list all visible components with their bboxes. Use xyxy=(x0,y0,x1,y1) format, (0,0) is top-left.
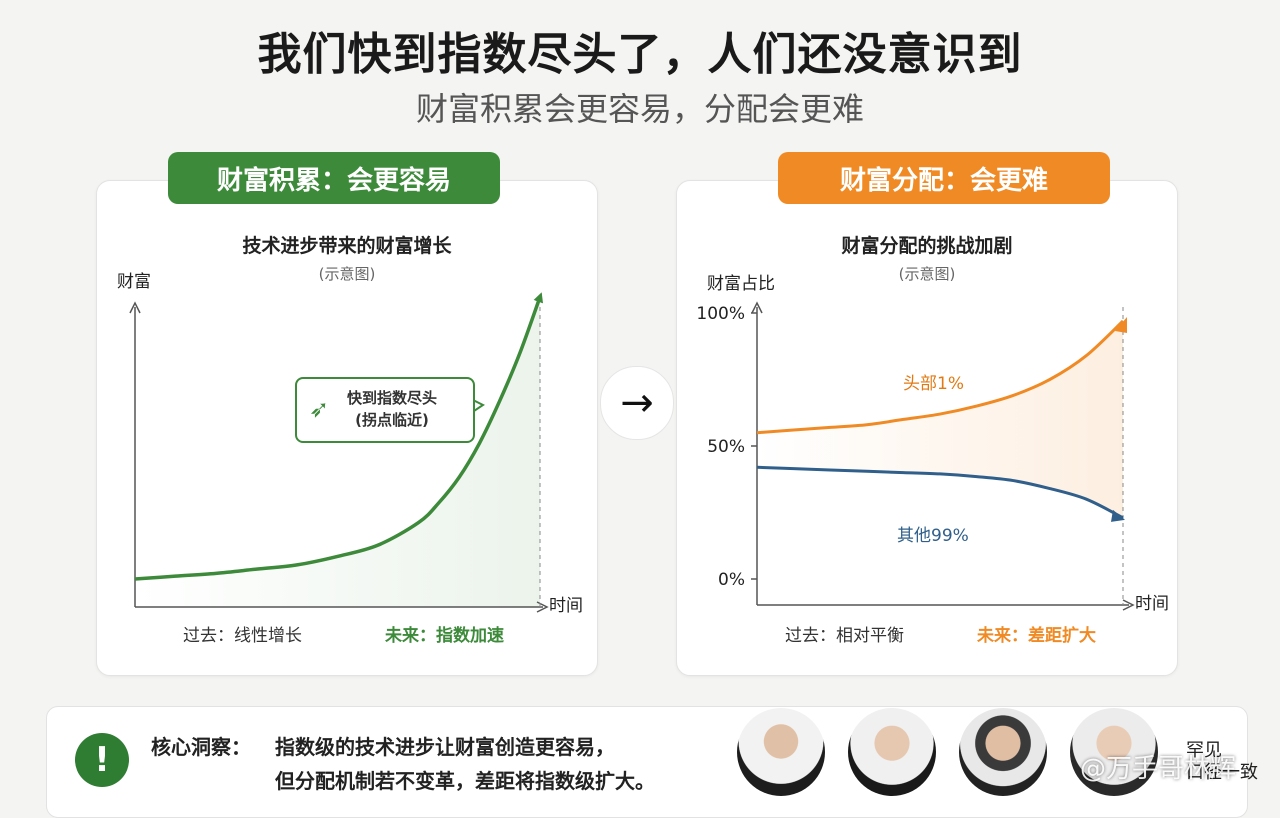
series-label-others99: 其他99% xyxy=(897,526,969,546)
right-footer-past: 过去：相对平衡 xyxy=(785,626,904,646)
exclamation-icon: ! xyxy=(75,733,129,787)
callout-line1: 快到指数尽头 xyxy=(347,389,438,407)
left-y-axis-label: 财富 xyxy=(117,272,151,292)
y-tick-label: 50% xyxy=(707,437,745,457)
side-note: 罕见 口径一致 xyxy=(1186,740,1258,784)
avatar-2 xyxy=(848,708,936,796)
inflection-callout: ➶ 快到指数尽头 (拐点临近) xyxy=(295,377,475,443)
others99-series-line xyxy=(756,465,1124,520)
rocket-icon: ➶ xyxy=(309,395,330,423)
left-footer-future: 未来：指数加速 xyxy=(385,626,504,646)
insight-label: 核心洞察： xyxy=(151,735,251,759)
y-tick-label: 0% xyxy=(718,570,745,590)
right-x-axis-arrow xyxy=(1122,599,1135,611)
right-chart-subtitle: (示意图) xyxy=(898,265,956,283)
right-footer-future: 未来：差距扩大 xyxy=(977,626,1096,646)
top1-series-line xyxy=(756,319,1125,435)
left-x-axis-label: 时间 xyxy=(549,596,583,616)
left-y-axis-arrow xyxy=(129,301,141,314)
y-tick-label: 100% xyxy=(696,304,745,324)
avatar-3 xyxy=(959,708,1047,796)
series-label-top1: 头部1% xyxy=(903,374,964,394)
left-footer-past: 过去：线性增长 xyxy=(183,626,302,646)
insight-line1: 指数级的技术进步让财富创造更容易， xyxy=(275,735,615,759)
avatar-4 xyxy=(1070,708,1158,796)
callout-line2: (拐点临近) xyxy=(355,411,429,429)
gap-area-fill xyxy=(757,320,1123,518)
avatar-1 xyxy=(737,708,825,796)
others99-arrowhead xyxy=(1111,509,1125,522)
core-insight-bar: ! 核心洞察： 指数级的技术进步让财富创造更容易， 但分配机制若不变革，差距将指… xyxy=(46,706,1248,818)
insight-line2: 但分配机制若不变革，差距将指数级扩大。 xyxy=(275,769,655,793)
accumulation-badge: 财富积累：会更容易 xyxy=(168,152,500,204)
transition-arrow-icon: → xyxy=(600,366,674,440)
wealth-accumulation-panel: 技术进步带来的财富增长 (示意图) 财富 时间 ➶ 快到指数尽头 (拐点临近) … xyxy=(96,180,598,676)
wealth-share-chart: 财富占比 时间 0% 50% 100% 头部1% 其他99% xyxy=(696,274,1169,614)
side-note-line2: 口径一致 xyxy=(1186,762,1258,783)
top1-arrowhead xyxy=(1115,316,1127,333)
wealth-distribution-panel: 财富分配的挑战加剧 (示意图) 财富占比 时间 0% 50% 100% 头部1% 其他9… xyxy=(676,180,1178,676)
page-subtitle: 财富积累会更容易，分配会更难 xyxy=(415,90,864,128)
left-chart-subtitle: (示意图) xyxy=(318,265,376,283)
page-title: 我们快到指数尽头了，人们还没意识到 xyxy=(257,29,1023,80)
right-y-axis-label: 财富占比 xyxy=(707,274,775,294)
right-y-axis-arrow xyxy=(751,301,763,314)
side-note-line1: 罕见 xyxy=(1186,740,1222,761)
distribution-badge: 财富分配：会更难 xyxy=(778,152,1110,204)
wealth-growth-line xyxy=(134,292,544,581)
right-x-axis-label: 时间 xyxy=(1135,594,1169,614)
right-chart-title: 财富分配的挑战加剧 xyxy=(841,235,1013,257)
wealth-area-fill xyxy=(135,297,540,607)
left-chart-title: 技术进步带来的财富增长 xyxy=(242,235,452,257)
weibo-watermark: @万手哥林辉 xyxy=(1080,754,1237,784)
